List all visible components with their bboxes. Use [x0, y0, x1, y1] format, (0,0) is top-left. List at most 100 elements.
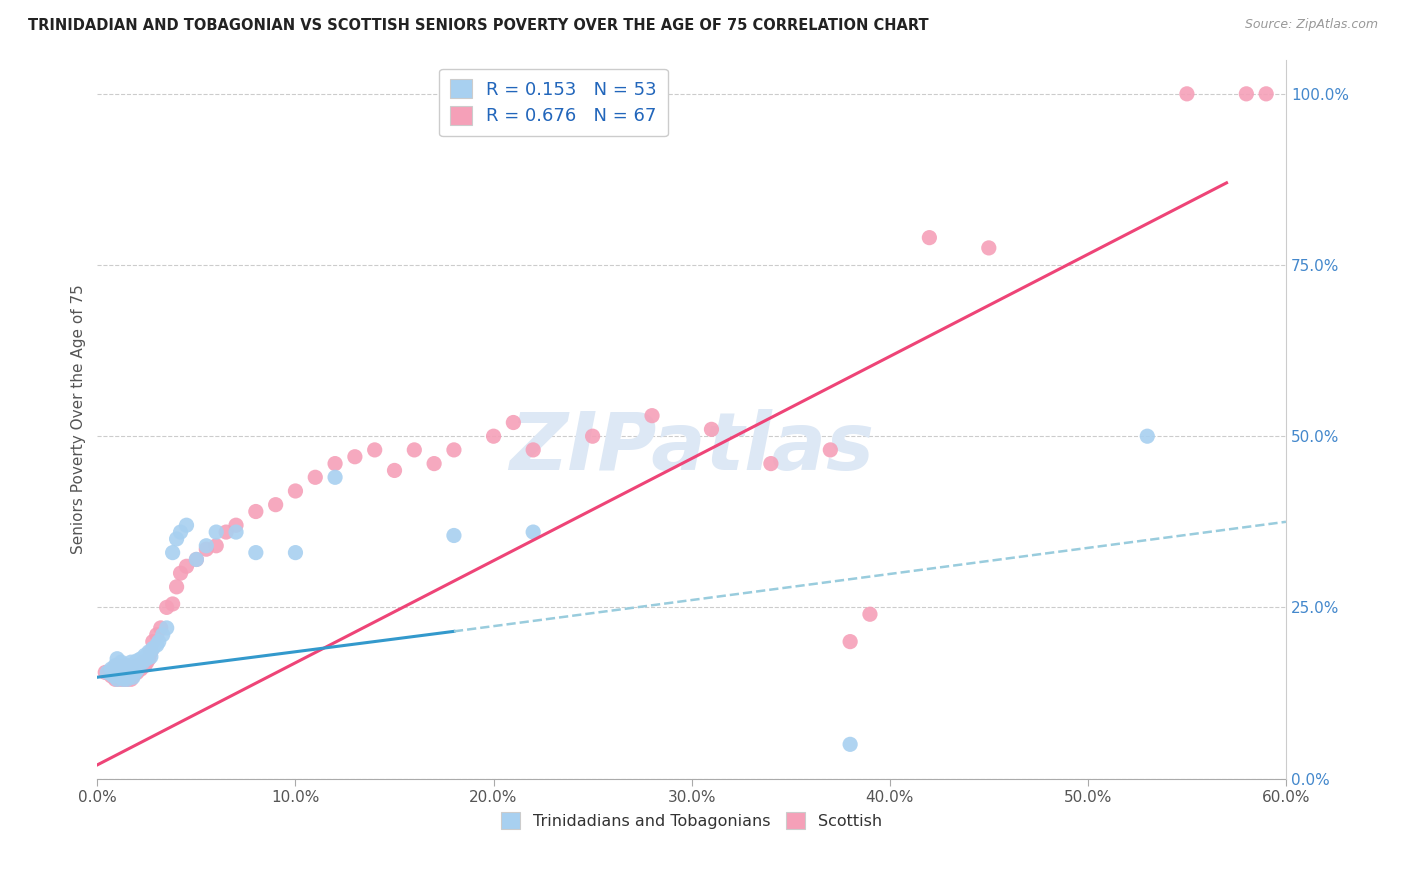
Point [839, 634, 862, 648]
Point [363, 442, 385, 457]
Point [343, 450, 366, 464]
Point [138, 652, 160, 666]
Point [118, 669, 141, 683]
Point [918, 230, 941, 244]
Point [120, 665, 142, 680]
Point [104, 673, 127, 687]
Point [1136, 429, 1159, 443]
Point [169, 524, 191, 539]
Point [105, 662, 128, 676]
Legend: Trinidadians and Tobagonians, Scottish: Trinidadians and Tobagonians, Scottish [495, 806, 889, 835]
Point [124, 665, 146, 680]
Point [1234, 87, 1257, 101]
Point [104, 658, 127, 673]
Point [304, 470, 326, 484]
Point [105, 652, 128, 666]
Point [245, 504, 267, 518]
Point [482, 429, 505, 443]
Point [323, 470, 346, 484]
Point [114, 665, 136, 680]
Point [135, 655, 157, 669]
Point [284, 483, 307, 498]
Point [977, 241, 1000, 255]
Point [110, 655, 132, 669]
Point [152, 628, 174, 642]
Point [186, 552, 208, 566]
Point [195, 542, 218, 557]
Point [110, 665, 132, 680]
Point [162, 546, 184, 560]
Point [129, 662, 152, 676]
Point [156, 600, 179, 615]
Point [581, 429, 603, 443]
Point [323, 457, 346, 471]
Point [142, 641, 165, 656]
Point [839, 737, 862, 751]
Point [122, 670, 145, 684]
Point [443, 442, 465, 457]
Point [284, 546, 307, 560]
Point [166, 532, 188, 546]
Point [103, 669, 125, 683]
Point [700, 422, 723, 436]
Point [759, 457, 782, 471]
Point [264, 498, 287, 512]
Point [215, 524, 238, 539]
Point [146, 638, 169, 652]
Text: ZIPatlas: ZIPatlas [509, 409, 875, 487]
Point [135, 652, 157, 666]
Point [148, 634, 170, 648]
Point [122, 669, 145, 683]
Point [820, 442, 842, 457]
Point [115, 673, 138, 687]
Point [125, 664, 148, 678]
Point [115, 662, 138, 676]
Point [112, 662, 135, 676]
Point [641, 409, 664, 423]
Point [225, 518, 247, 533]
Point [112, 673, 135, 687]
Point [1175, 87, 1198, 101]
Point [115, 673, 138, 687]
Point [502, 416, 524, 430]
Point [134, 648, 156, 663]
Point [122, 660, 145, 674]
Point [124, 657, 146, 671]
Point [110, 669, 132, 683]
Point [134, 658, 156, 673]
Point [112, 673, 135, 687]
Point [859, 607, 882, 622]
Point [245, 546, 267, 560]
Point [522, 524, 544, 539]
Point [115, 662, 138, 676]
Point [125, 665, 148, 680]
Point [114, 669, 136, 683]
Point [195, 539, 218, 553]
Point [100, 669, 122, 683]
Point [108, 669, 131, 683]
Text: Source: ZipAtlas.com: Source: ZipAtlas.com [1244, 18, 1378, 31]
Point [118, 669, 141, 683]
Point [125, 658, 148, 673]
Point [443, 528, 465, 542]
Point [138, 645, 160, 659]
Point [129, 652, 152, 666]
Point [128, 658, 150, 673]
Point [169, 566, 191, 581]
Point [124, 665, 146, 680]
Point [1256, 87, 1278, 101]
Point [132, 655, 155, 669]
Point [176, 518, 198, 533]
Point [146, 628, 169, 642]
Point [105, 658, 128, 673]
Point [139, 649, 162, 664]
Point [139, 645, 162, 659]
Point [110, 662, 132, 676]
Point [100, 662, 122, 676]
Point [125, 654, 148, 668]
Point [225, 524, 247, 539]
Point [186, 552, 208, 566]
Point [103, 662, 125, 676]
Point [120, 655, 142, 669]
Point [142, 634, 165, 648]
